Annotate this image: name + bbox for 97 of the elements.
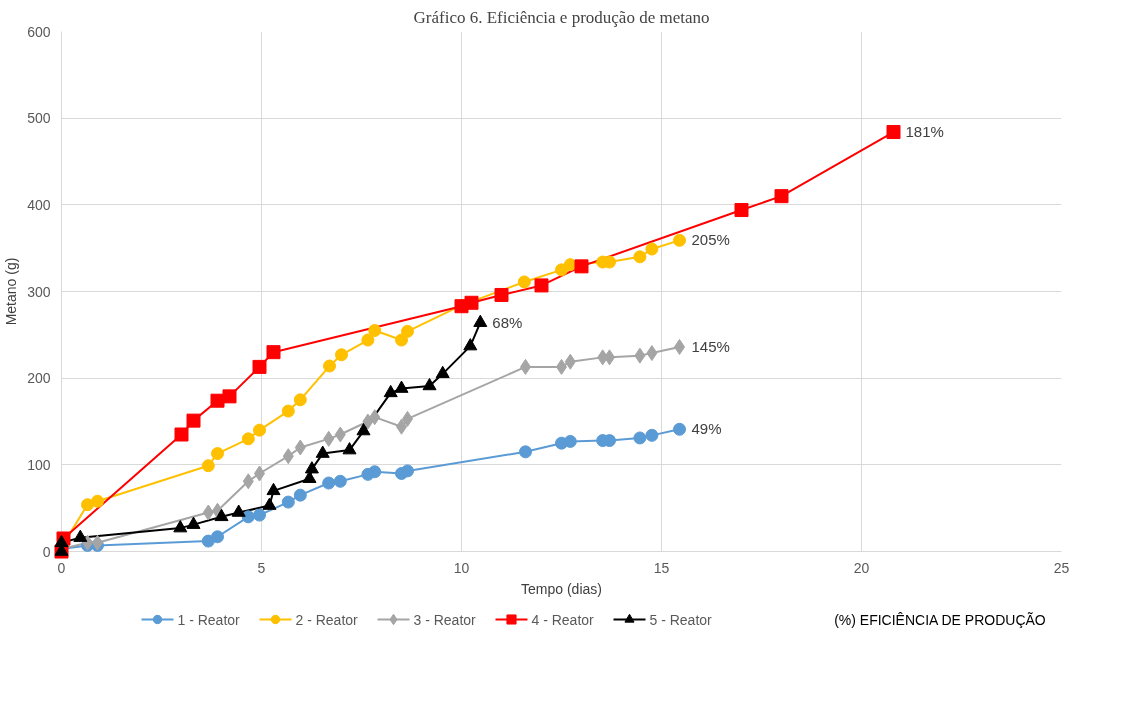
point <box>886 125 901 140</box>
point <box>633 431 647 445</box>
point <box>293 488 307 502</box>
point <box>241 432 255 446</box>
y-axis-title: Metano (g) <box>3 257 20 326</box>
point <box>673 233 686 247</box>
point <box>211 447 224 461</box>
y-tick-label: 100 <box>27 456 51 473</box>
point <box>174 427 189 442</box>
y-tick-label: 500 <box>27 110 51 127</box>
point <box>186 413 201 428</box>
point <box>401 464 414 478</box>
x-tick-label: 15 <box>653 559 670 576</box>
point <box>173 520 188 533</box>
annotation: 205% <box>691 231 730 249</box>
text: (%) EFICIÊNCIA DE PRODUÇÃO <box>834 611 1046 628</box>
point <box>734 203 749 218</box>
x-axis-title: Tempo (dias) <box>521 580 602 597</box>
point <box>322 476 336 490</box>
point <box>304 461 319 474</box>
point <box>383 384 398 398</box>
point <box>323 430 335 447</box>
chart-title: Gráfico 6. Eficiência e produção de metano <box>413 7 710 27</box>
point <box>202 504 214 521</box>
x-tick-label: 5 <box>257 559 266 576</box>
x-tick-label: 0 <box>57 559 66 576</box>
annotation: 49% <box>691 420 722 438</box>
point <box>422 377 437 391</box>
legend-label: 5 - Reator <box>649 611 713 628</box>
y-tick-label: 300 <box>27 283 51 300</box>
point <box>323 359 336 373</box>
point <box>634 347 646 364</box>
point <box>645 428 659 442</box>
point <box>266 482 281 496</box>
point <box>774 189 789 204</box>
point <box>333 474 347 488</box>
point <box>282 448 294 465</box>
point <box>201 459 215 473</box>
point <box>242 473 254 490</box>
point <box>253 423 266 437</box>
point <box>335 348 348 362</box>
point <box>91 494 104 508</box>
x-tick-label: 25 <box>1053 559 1070 576</box>
point <box>281 404 295 418</box>
x-tick-label: 10 <box>453 559 470 576</box>
point <box>435 365 450 379</box>
point <box>463 338 478 351</box>
x-tick-label: 20 <box>853 559 870 576</box>
point <box>519 445 532 459</box>
legend-label: 4 - Reator <box>531 611 595 628</box>
point <box>362 413 374 430</box>
annotation: 68% <box>492 313 523 331</box>
point <box>253 508 266 522</box>
y-tick-label: 0 <box>42 543 51 560</box>
legend-label: 1 - Reator <box>177 611 241 628</box>
legend-label: 2 - Reator <box>295 611 359 628</box>
point <box>266 345 281 360</box>
point <box>262 497 277 510</box>
point <box>368 324 382 337</box>
point <box>564 353 576 370</box>
point <box>673 422 686 436</box>
point <box>464 295 479 310</box>
point <box>563 434 577 448</box>
point <box>73 529 88 542</box>
point <box>293 393 307 407</box>
point <box>81 498 94 512</box>
y-tick-label: 600 <box>27 23 51 40</box>
point <box>633 250 647 264</box>
point <box>214 508 229 522</box>
point <box>281 495 295 509</box>
point <box>361 333 375 347</box>
point <box>315 445 330 458</box>
point <box>222 389 237 404</box>
point <box>294 439 306 456</box>
legend-label: 3 - Reator <box>413 611 477 628</box>
point <box>603 434 616 448</box>
point <box>252 359 267 374</box>
point <box>401 324 414 338</box>
point <box>369 409 381 426</box>
point <box>646 345 658 362</box>
point <box>342 442 357 455</box>
point <box>394 380 409 393</box>
annotation: 145% <box>691 337 730 355</box>
y-tick-label: 200 <box>27 370 51 387</box>
point <box>356 423 371 436</box>
point <box>231 504 246 517</box>
point <box>534 278 549 293</box>
point <box>368 465 382 479</box>
point <box>334 426 346 443</box>
point <box>517 275 531 289</box>
point <box>494 287 509 302</box>
y-tick-label: 400 <box>27 196 51 213</box>
point <box>574 259 589 274</box>
annotation: 181% <box>905 123 944 141</box>
point <box>186 516 201 529</box>
point <box>645 242 659 256</box>
point <box>211 530 224 544</box>
